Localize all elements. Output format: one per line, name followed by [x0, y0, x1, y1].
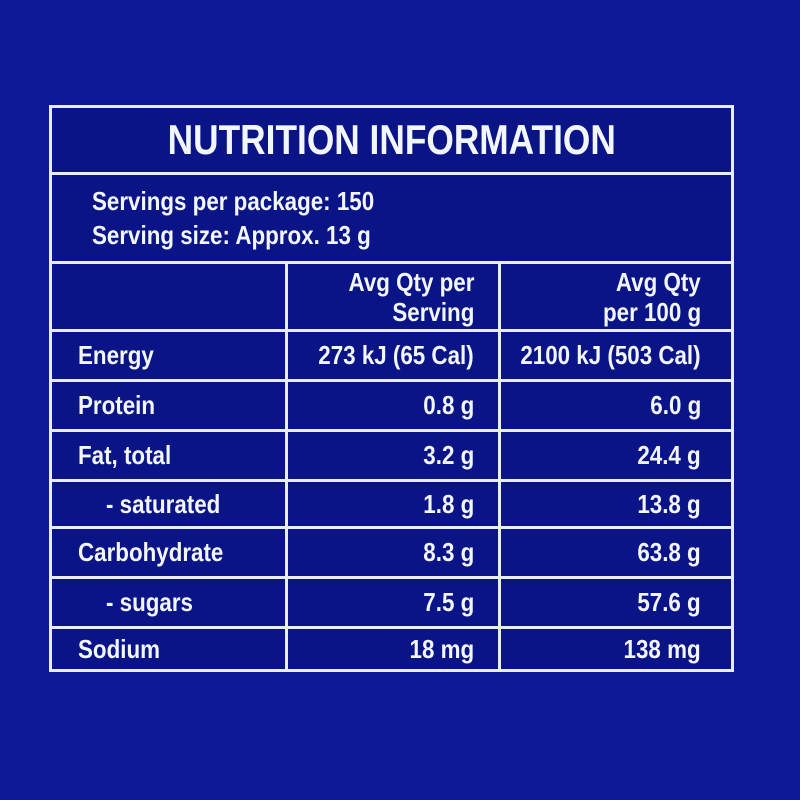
- header-avg-qty-per-100g: Avg Qty per 100 g: [501, 264, 731, 329]
- row-value-text: 1.8 g: [423, 488, 474, 519]
- row-value-text: 24.4 g: [637, 440, 701, 470]
- row-sugars-per-serving: 7.5 g: [288, 579, 498, 626]
- row-saturated-label: - saturated: [52, 482, 285, 526]
- row-label-text: - sugars: [106, 587, 193, 617]
- row-carbohydrate-per-100g: 63.8 g: [501, 529, 731, 576]
- row-value-text: 57.6 g: [637, 587, 701, 617]
- row-label-text: - saturated: [106, 488, 221, 519]
- row-saturated-per-100g: 13.8 g: [501, 482, 731, 526]
- row-energy-label: Energy: [52, 332, 285, 379]
- row-sodium-per-serving: 18 mg: [288, 629, 498, 669]
- row-protein-per-100g: 6.0 g: [501, 382, 731, 429]
- header-col3-line1: Avg Qty: [616, 266, 701, 297]
- nutrition-grid: Avg Qty per Serving Avg Qty per 100 g En…: [52, 264, 731, 669]
- row-value-text: 8.3 g: [423, 537, 474, 567]
- row-saturated-per-serving: 1.8 g: [288, 482, 498, 526]
- table-title: NUTRITION INFORMATION: [167, 116, 616, 163]
- header-col2-line1: Avg Qty per: [348, 266, 474, 297]
- row-sodium-label: Sodium: [52, 629, 285, 669]
- row-value-text: 7.5 g: [423, 587, 474, 617]
- row-label-text: Energy: [78, 340, 154, 370]
- row-value-text: 6.0 g: [650, 390, 701, 420]
- row-fat-total-per-serving: 3.2 g: [288, 432, 498, 479]
- header-col2-line2: Serving: [391, 296, 474, 327]
- row-label-text: Protein: [78, 390, 156, 420]
- row-label-text: Fat, total: [78, 440, 172, 470]
- row-value-text: 3.2 g: [423, 440, 474, 470]
- row-value-text: 273 kJ (65 Cal): [318, 340, 474, 370]
- serving-size: Serving size: Approx. 13 g: [92, 220, 371, 250]
- nutrition-table: NUTRITION INFORMATION Servings per packa…: [49, 105, 734, 672]
- row-protein-per-serving: 0.8 g: [288, 382, 498, 429]
- row-value-text: 2100 kJ (503 Cal): [520, 340, 701, 370]
- row-value-text: 18 mg: [409, 633, 474, 664]
- servings-per-package: Servings per package: 150: [92, 186, 375, 216]
- row-label-text: Sodium: [78, 633, 160, 664]
- header-col3-line2: per 100 g: [602, 296, 701, 327]
- row-value-text: 13.8 g: [637, 488, 701, 519]
- row-sugars-per-100g: 57.6 g: [501, 579, 731, 626]
- row-energy-per-100g: 2100 kJ (503 Cal): [501, 332, 731, 379]
- servings-info-band: Servings per package: 150 Serving size: …: [52, 175, 731, 261]
- header-empty-cell: [52, 264, 285, 329]
- header-avg-qty-per-serving: Avg Qty per Serving: [288, 264, 498, 329]
- row-label-text: Carbohydrate: [78, 537, 224, 567]
- row-carbohydrate-per-serving: 8.3 g: [288, 529, 498, 576]
- row-fat-total-per-100g: 24.4 g: [501, 432, 731, 479]
- row-value-text: 138 mg: [623, 633, 701, 664]
- row-fat-total-label: Fat, total: [52, 432, 285, 479]
- row-value-text: 63.8 g: [637, 537, 701, 567]
- row-sodium-per-100g: 138 mg: [501, 629, 731, 669]
- table-title-band: NUTRITION INFORMATION: [52, 108, 731, 172]
- row-carbohydrate-label: Carbohydrate: [52, 529, 285, 576]
- row-protein-label: Protein: [52, 382, 285, 429]
- row-energy-per-serving: 273 kJ (65 Cal): [288, 332, 498, 379]
- row-sugars-label: - sugars: [52, 579, 285, 626]
- row-value-text: 0.8 g: [423, 390, 474, 420]
